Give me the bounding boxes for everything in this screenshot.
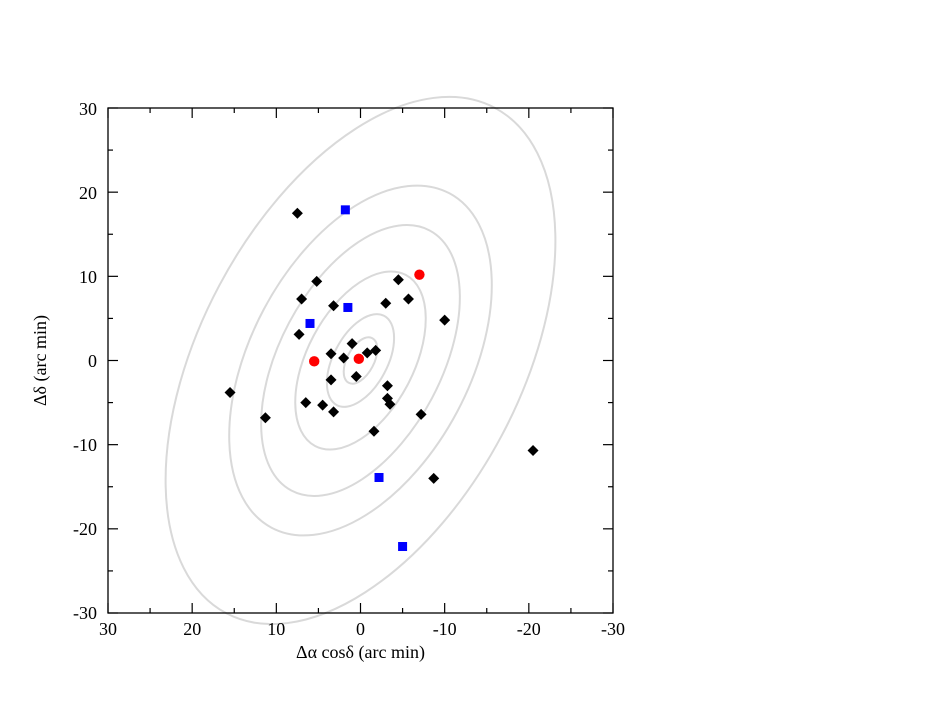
- diamond-point: [402, 293, 414, 305]
- diamond-point: [328, 300, 340, 312]
- y-axis-label: Δδ (arc min): [30, 315, 51, 406]
- square-point: [374, 472, 384, 482]
- square-point: [398, 542, 408, 552]
- diamond-point: [381, 380, 393, 392]
- square-point: [340, 205, 350, 215]
- square-point: [343, 302, 353, 312]
- y-tick-label: 30: [79, 99, 97, 119]
- diamond-point: [338, 352, 350, 364]
- diamond-point: [325, 374, 337, 386]
- x-tick-label: -10: [433, 619, 457, 639]
- contour-ellipse: [260, 224, 461, 497]
- diamond-point: [428, 472, 440, 484]
- points-layer: [224, 205, 539, 552]
- diamond-point: [317, 399, 329, 411]
- diamond-point: [368, 425, 380, 437]
- diamond-point: [293, 328, 305, 340]
- circle-point: [309, 356, 320, 367]
- diamond-point: [380, 297, 392, 309]
- diamond-point: [300, 397, 312, 409]
- y-tick-label: -30: [73, 603, 97, 623]
- circle-point: [414, 269, 425, 280]
- diamond-point: [325, 348, 337, 360]
- diamond-point: [296, 293, 308, 305]
- y-tick-label: -20: [73, 519, 97, 539]
- diamond-point: [439, 314, 451, 326]
- diamond-point: [350, 370, 362, 382]
- x-tick-label: -30: [601, 619, 625, 639]
- contour-ellipse: [342, 336, 379, 385]
- contour-ellipse: [228, 184, 493, 537]
- square-point: [305, 318, 315, 328]
- diamond-point: [259, 412, 271, 424]
- diamond-point: [527, 445, 539, 457]
- diamond-point: [361, 347, 373, 359]
- y-tick-label: -10: [73, 435, 97, 455]
- diamond-point: [346, 338, 358, 350]
- diamond-point: [224, 386, 236, 398]
- x-tick-label: 20: [183, 619, 201, 639]
- y-tick-label: 0: [88, 351, 97, 371]
- diamond-point: [384, 398, 396, 410]
- diamond-point: [370, 344, 382, 356]
- x-axis-label: Δα cosδ (arc min): [296, 642, 425, 663]
- y-tick-label: 10: [79, 267, 97, 287]
- circle-point: [353, 353, 365, 365]
- x-tick-label: 0: [356, 619, 365, 639]
- x-tick-label: 30: [99, 619, 117, 639]
- contour-ellipse: [294, 270, 427, 451]
- plot-frame: [107, 107, 614, 614]
- diamond-point: [392, 274, 404, 286]
- diamond-point: [415, 408, 427, 420]
- x-tick-label: -20: [517, 619, 541, 639]
- contour-ellipse: [325, 313, 396, 408]
- x-tick-label: 10: [267, 619, 285, 639]
- diamond-point: [311, 275, 323, 287]
- diamond-point: [328, 406, 340, 418]
- y-tick-label: 20: [79, 183, 97, 203]
- diamond-point: [291, 207, 303, 219]
